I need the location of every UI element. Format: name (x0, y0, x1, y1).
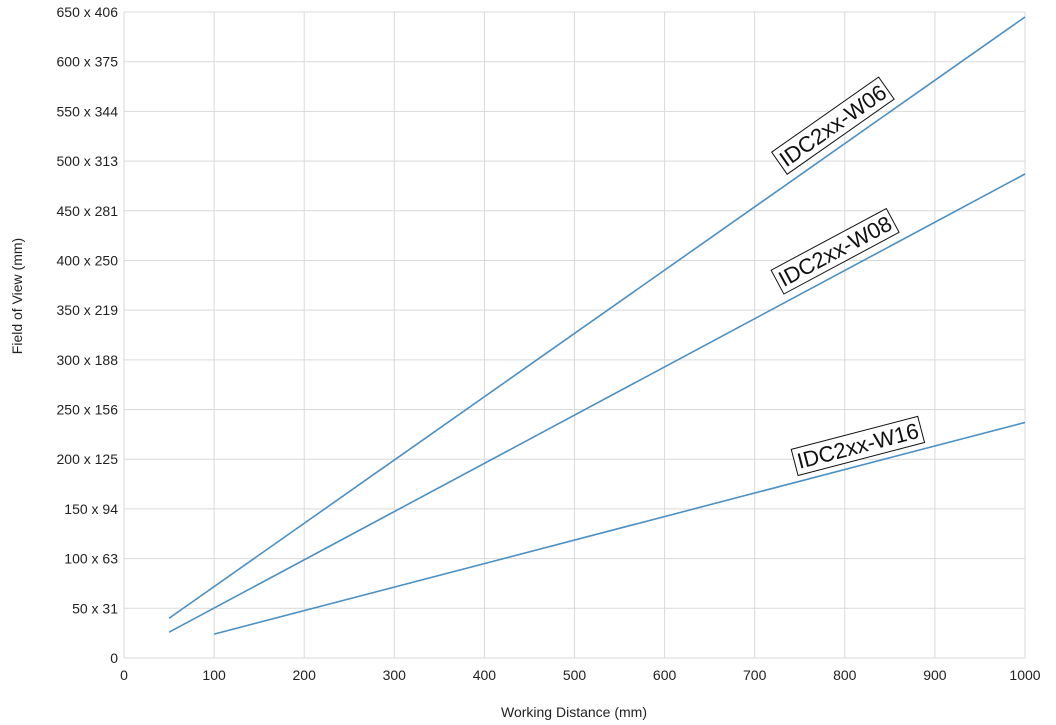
x-tick-label: 600 (653, 667, 677, 683)
y-axis-ticks: 0 50 x 31 100 x 63 150 x 94 200 x 125 250 x 1… (57, 4, 119, 666)
y-tick-label: 650 x 406 (57, 4, 119, 20)
grid-lines (123, 11, 1026, 659)
x-tick-label: 100 (202, 667, 226, 683)
x-tick-label: 1000 (1009, 667, 1040, 683)
y-tick-label: 500 x 313 (57, 153, 119, 169)
series-label-1: IDC2xx-W06 (770, 76, 895, 175)
y-tick-label: 0 (110, 650, 118, 666)
series-line-3 (213, 421, 1026, 635)
y-tick-label: 250 x 156 (57, 402, 119, 418)
series-lines (168, 16, 1026, 635)
series-label-box (790, 415, 926, 477)
y-tick-label: 100 x 63 (64, 551, 118, 567)
y-tick-label: 550 x 344 (57, 103, 119, 119)
x-tick-label: 400 (473, 667, 497, 683)
y-tick-label: 50 x 31 (72, 600, 118, 616)
y-tick-label: 600 x 375 (57, 54, 119, 70)
y-tick-label: 300 x 188 (57, 352, 119, 368)
y-tick-label: 200 x 125 (57, 451, 119, 467)
x-tick-label: 900 (923, 667, 947, 683)
y-tick-label: 400 x 250 (57, 252, 119, 268)
series-label-box (770, 76, 895, 175)
y-tick-label: 150 x 94 (64, 501, 118, 517)
y-axis-title: Field of View (mm) (9, 238, 25, 354)
x-tick-label: 300 (383, 667, 407, 683)
x-axis-title: Working Distance (mm) (501, 704, 647, 720)
series-label-box (770, 207, 900, 295)
x-tick-label: 200 (293, 667, 317, 683)
series-label-text: IDC2xx-W06 (775, 80, 891, 172)
y-tick-label: 350 x 219 (57, 302, 119, 318)
series-line-2 (168, 173, 1026, 633)
x-tick-label: 800 (833, 667, 857, 683)
y-tick-label: 450 x 281 (57, 203, 119, 219)
series-label-text: IDC2xx-W08 (774, 211, 896, 292)
x-tick-label: 700 (743, 667, 767, 683)
x-tick-label: 0 (120, 667, 128, 683)
x-axis-ticks: 0 100 200 300 400 500 600 700 800 900 1000 (120, 667, 1041, 683)
series-line-1 (168, 16, 1026, 619)
x-tick-label: 500 (563, 667, 587, 683)
